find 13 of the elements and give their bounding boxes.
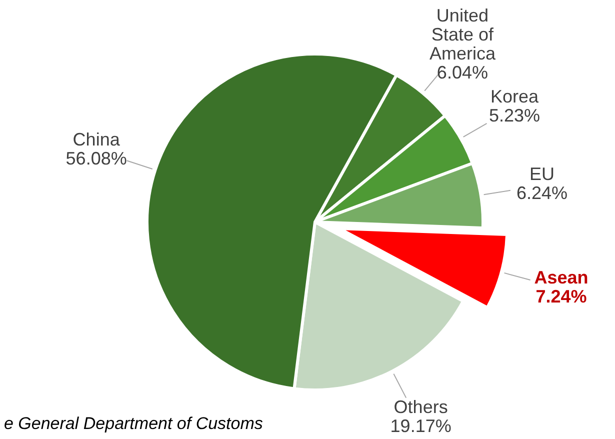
- slice-label: China: [72, 130, 121, 150]
- slice-label: Asean: [534, 267, 588, 288]
- slice-label: Others: [394, 397, 448, 417]
- data-label: 19.17%: [390, 416, 452, 436]
- data-label: 5.23%: [488, 106, 540, 126]
- data-label: 7.24%: [536, 286, 587, 306]
- slice-label: EU: [530, 164, 555, 184]
- slice-label: United State of America: [429, 5, 496, 64]
- data-label: 6.24%: [516, 183, 568, 204]
- data-label: 6.04%: [436, 62, 488, 82]
- slice-label: Korea: [490, 86, 540, 107]
- text: e General Department of Customs: [4, 414, 264, 433]
- data-label: 56.08%: [66, 148, 127, 169]
